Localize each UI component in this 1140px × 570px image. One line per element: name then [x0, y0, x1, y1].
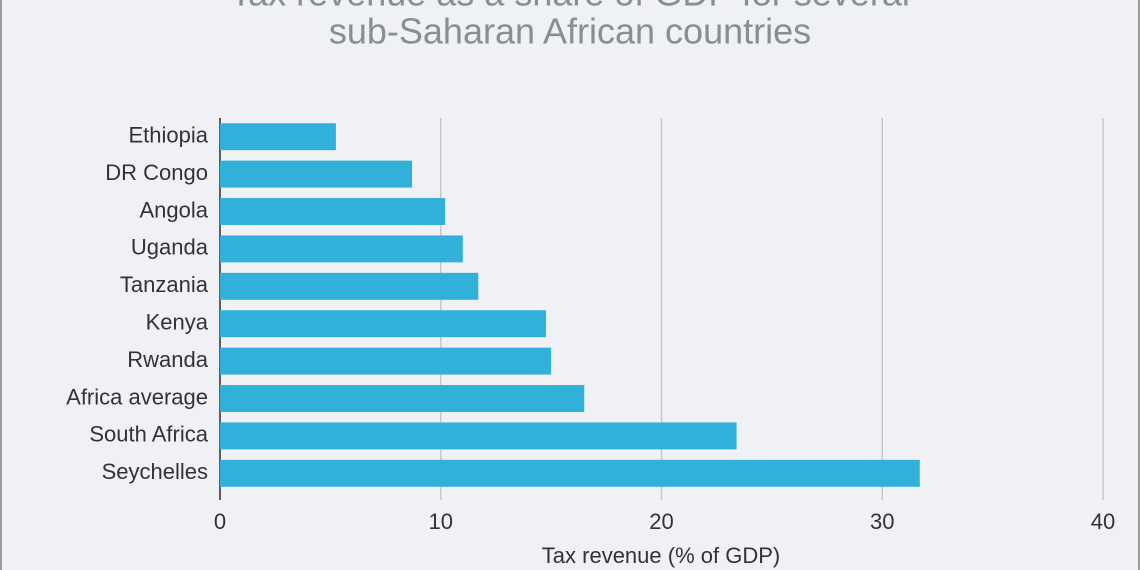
bar	[220, 123, 336, 151]
y-tick-label: Seychelles	[102, 459, 208, 484]
chart-title: Tax revenue as a share of GDP for severa…	[230, 0, 910, 14]
bar	[220, 459, 920, 487]
bar	[220, 198, 446, 225]
y-tick-label: Ethiopia	[128, 123, 208, 148]
y-tick-label: Uganda	[131, 235, 209, 260]
bar	[220, 160, 413, 188]
x-axis-label: Tax revenue (% of GDP)	[542, 543, 780, 568]
x-tick-label: 30	[870, 509, 894, 534]
y-tick-label: Kenya	[146, 310, 209, 335]
y-tick-label: Rwanda	[127, 347, 208, 372]
bar	[220, 422, 737, 450]
bar	[220, 272, 479, 300]
y-tick-label: DR Congo	[105, 160, 208, 185]
x-tick-label: 0	[214, 509, 226, 534]
bar	[220, 347, 552, 375]
y-tick-label: Tanzania	[120, 272, 209, 297]
y-tick-label: South Africa	[89, 422, 208, 447]
chart-title: sub-Saharan African countries	[329, 11, 811, 52]
y-tick-label: Africa average	[66, 384, 208, 409]
bar	[220, 235, 463, 263]
y-tick-label: Angola	[139, 197, 208, 222]
x-tick-label: 40	[1091, 509, 1115, 534]
bar	[220, 385, 585, 412]
x-tick-label: 20	[649, 509, 673, 534]
bar	[220, 310, 547, 338]
x-tick-label: 10	[429, 509, 453, 534]
